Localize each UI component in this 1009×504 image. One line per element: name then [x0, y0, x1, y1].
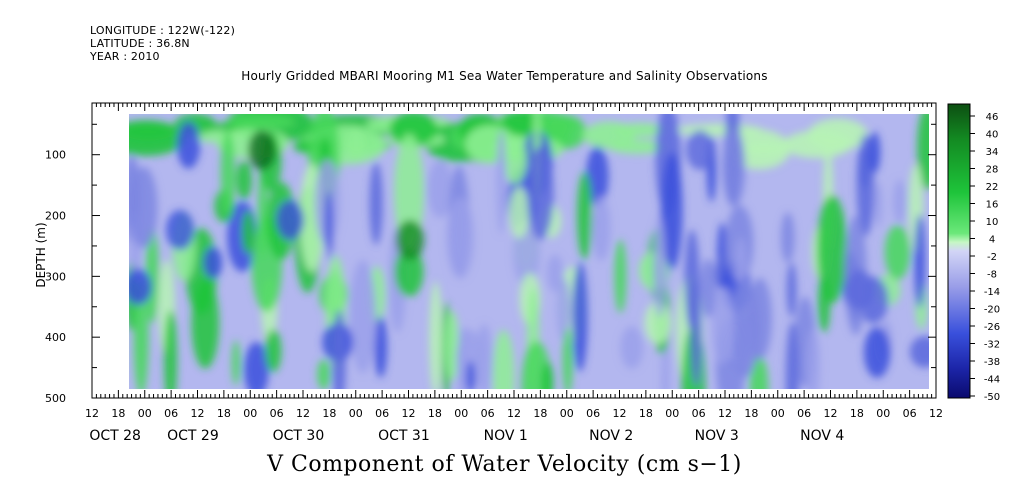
x-day-label: NOV 4	[800, 428, 844, 444]
x-tick-label: 06	[797, 407, 811, 420]
x-tick-label: 12	[929, 407, 943, 420]
x-tick-label: 18	[322, 407, 336, 420]
x-tick-label: 18	[428, 407, 442, 420]
colorbar-label: 28	[986, 165, 999, 176]
x-tick-label: 12	[507, 407, 521, 420]
x-day-label: NOV 1	[484, 428, 528, 444]
x-day-label: OCT 28	[89, 428, 141, 444]
colorbar-label: 22	[986, 182, 999, 193]
colorbar-label: -26	[984, 322, 1000, 333]
x-axis-day-labels: OCT 28 OCT 29 OCT 30 OCT 31 NOV 1 NOV 2 NOV 3 N…	[89, 428, 844, 444]
y-tick-label: 500	[45, 392, 66, 405]
colorbar-label: -14	[984, 287, 1000, 298]
y-tick-label: 400	[45, 331, 66, 344]
x-tick-label: 06	[692, 407, 706, 420]
chart-title: Hourly Gridded MBARI Mooring M1 Sea Wate…	[241, 69, 768, 83]
x-tick-label: 00	[138, 407, 152, 420]
colorbar-label: 34	[986, 147, 999, 158]
x-tick-label: 06	[586, 407, 600, 420]
x-tick-label: 12	[85, 407, 99, 420]
colorbar-label: -2	[987, 252, 997, 263]
x-tick-label: 06	[481, 407, 495, 420]
x-tick-label: 06	[903, 407, 917, 420]
x-tick-label: 18	[744, 407, 758, 420]
colorbar-label: 40	[986, 130, 999, 141]
x-tick-label: 18	[111, 407, 125, 420]
colorbar-label: 46	[986, 112, 999, 123]
colorbar-label: 16	[986, 200, 999, 211]
longitude-label: LONGITUDE : 122W(-122)	[90, 24, 236, 37]
x-day-label: OCT 30	[273, 428, 325, 444]
colorbar-label: -20	[984, 305, 1000, 316]
x-tick-label: 00	[560, 407, 574, 420]
x-tick-label: 12	[718, 407, 732, 420]
x-tick-label: 00	[454, 407, 468, 420]
x-tick-label: 12	[613, 407, 627, 420]
x-tick-label: 12	[191, 407, 205, 420]
colorbar-ticks	[970, 115, 975, 397]
colorbar-label: -44	[984, 375, 1000, 386]
year-label: YEAR : 2010	[90, 50, 160, 63]
x-tick-label: 00	[771, 407, 785, 420]
x-tick-label: 00	[243, 407, 257, 420]
variable-caption: V Component of Water Velocity (cm s−1)	[267, 452, 742, 477]
x-tick-label: 18	[217, 407, 231, 420]
colorbar-label: 10	[986, 217, 999, 228]
x-tick-label: 06	[270, 407, 284, 420]
x-tick-label: 18	[850, 407, 864, 420]
x-day-label: OCT 29	[167, 428, 219, 444]
x-day-label: NOV 2	[589, 428, 633, 444]
x-tick-label: 00	[665, 407, 679, 420]
y-axis-tick-labels: 100 200 300 400 500	[45, 149, 66, 405]
y-axis-label: DEPTH (m)	[34, 222, 48, 287]
colorbar-label: -32	[984, 340, 1000, 351]
y-tick-label: 300	[45, 270, 66, 283]
colorbar-label: -8	[987, 270, 997, 281]
y-tick-label: 200	[45, 210, 66, 223]
data-field	[129, 114, 929, 389]
axis-ticks	[91, 103, 937, 399]
x-tick-label: 12	[824, 407, 838, 420]
x-tick-label: 00	[349, 407, 363, 420]
x-tick-label: 12	[296, 407, 310, 420]
x-tick-label: 06	[164, 407, 178, 420]
latitude-label: LATITUDE : 36.8N	[90, 37, 190, 50]
x-day-label: OCT 31	[378, 428, 430, 444]
x-tick-label: 12	[402, 407, 416, 420]
x-tick-label: 18	[533, 407, 547, 420]
x-day-label: NOV 3	[695, 428, 739, 444]
colorbar-label: -50	[984, 392, 1000, 403]
colorbar-label: 4	[989, 235, 995, 246]
x-axis-tick-labels: 12 18 00 06 12 18 00 06 12 18 00 06 12 18 00 06 12 18 00 06…	[85, 407, 943, 420]
colorbar	[947, 103, 971, 399]
x-tick-label: 06	[375, 407, 389, 420]
y-tick-label: 100	[45, 149, 66, 162]
colorbar-labels: 46 40 34 28 22 16 10 4 -2 -8 -14 -20 -26 -32 -38 -44 -50	[984, 112, 1000, 403]
colorbar-label: -38	[984, 357, 1000, 368]
x-tick-label: 00	[876, 407, 890, 420]
x-tick-label: 18	[639, 407, 653, 420]
